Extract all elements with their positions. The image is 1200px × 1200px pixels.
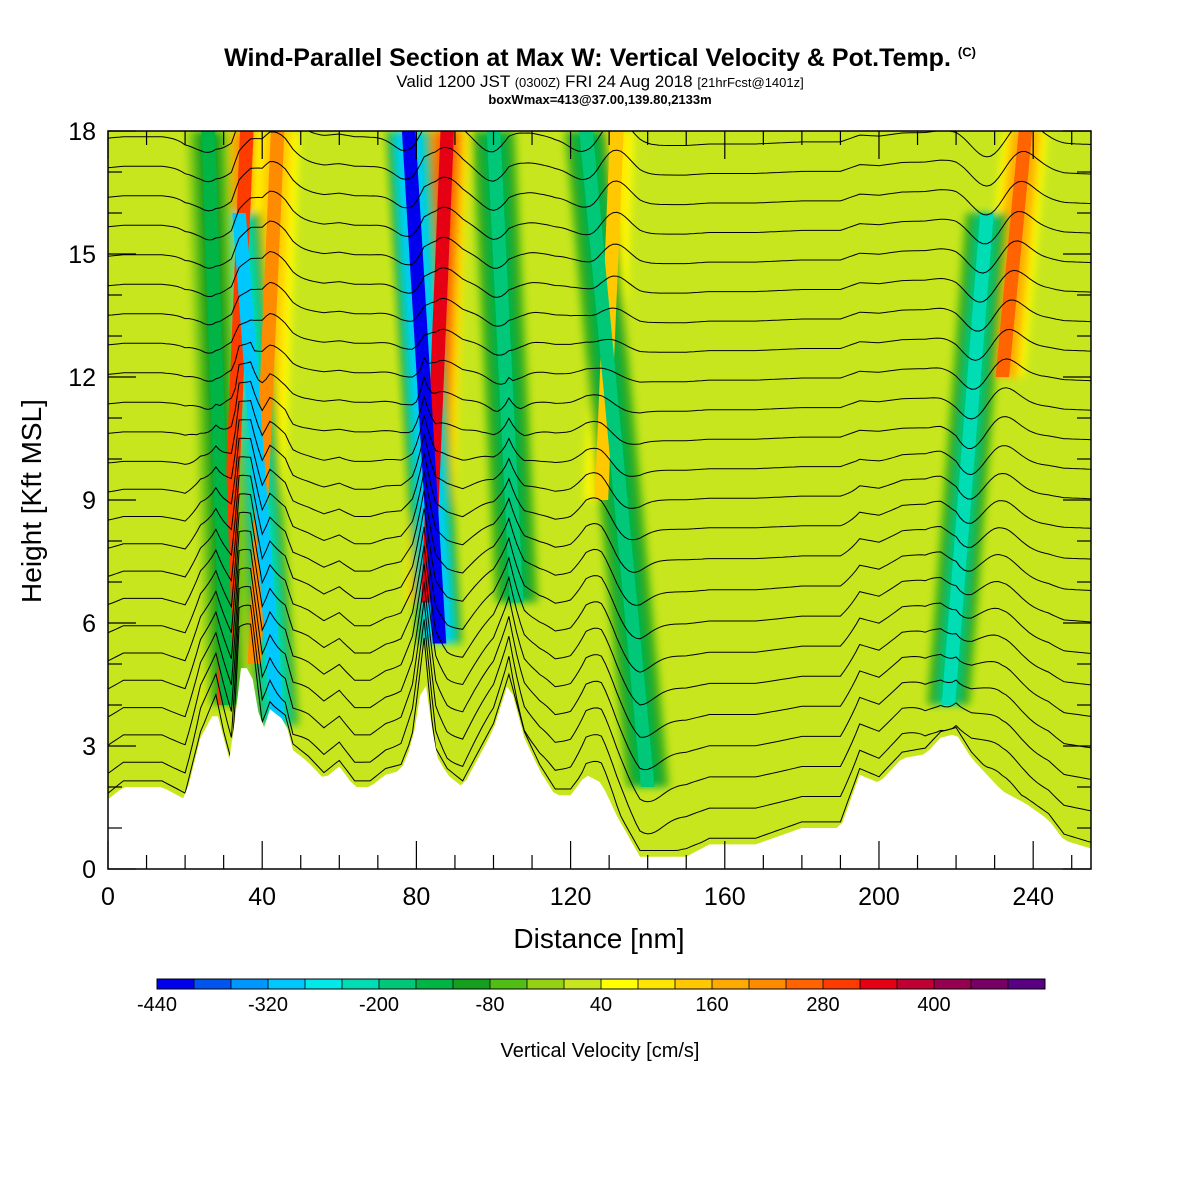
x-tick-label: 240 [1012, 883, 1054, 911]
isentrope-22 [108, 131, 1091, 187]
colorbar-cell [860, 979, 898, 989]
x-axis: 0 40 80 120 160 200 240 [101, 131, 1073, 911]
plot-area [108, 131, 1091, 869]
chart-subtitle: Valid 1200 JST (0300Z) FRI 24 Aug 2018 [… [396, 72, 804, 91]
colorbar-cell [823, 979, 861, 989]
terrain-mask [108, 668, 1091, 869]
colorbar-cell [712, 979, 750, 989]
downdraft-band-2-level-3 [401, 131, 447, 644]
colorbar-cell [971, 979, 1009, 989]
colorbar-cell [416, 979, 454, 989]
x-tick-label: 0 [101, 883, 115, 911]
colorbar-cell [934, 979, 972, 989]
y-axis-title: Height [Kft MSL] [16, 399, 47, 603]
colorbar-label: 160 [695, 994, 728, 1016]
colorbar-cell [675, 979, 713, 989]
velocity-cores [201, 131, 1033, 787]
colorbar-label: -320 [248, 994, 288, 1016]
downdraft-band-3-level-3 [486, 131, 524, 603]
chart-title: Wind-Parallel Section at Max W: Vertical… [224, 44, 976, 72]
colorbar-label: -80 [476, 994, 505, 1016]
colorbar-cell [194, 979, 232, 989]
colorbar-cell [638, 979, 676, 989]
y-tick-label: 9 [82, 487, 96, 515]
x-tick-label: 40 [248, 883, 276, 911]
isentrope-12 [108, 399, 1091, 477]
isentrope-16 [108, 312, 1091, 361]
colorbar-cell [564, 979, 602, 989]
isentrope-11 [108, 419, 1091, 509]
isentrope-23 [108, 131, 1091, 158]
isentrope-2 [108, 585, 1091, 803]
colorbar-label: -440 [137, 994, 177, 1016]
downdraft-band-0-level-3 [232, 213, 285, 726]
downdraft-band-1-level-3 [201, 131, 235, 705]
x-axis-title: Distance [nm] [513, 923, 684, 954]
colorbar-cell [157, 979, 195, 989]
updraft-band-3-level-3 [995, 131, 1033, 377]
y-axis: 0 3 6 9 12 15 18 [68, 118, 1091, 884]
y-tick-label: 3 [82, 733, 96, 761]
isentrope-15 [108, 341, 1091, 390]
downdraft-band-5-level-3 [941, 213, 994, 705]
colorbar-cell [601, 979, 639, 989]
y-tick-label: 12 [68, 364, 96, 392]
isentrope-6 [108, 511, 1091, 673]
colorbar-cell [453, 979, 491, 989]
colorbar-cell [897, 979, 935, 989]
isentrope-20 [108, 190, 1091, 245]
y-tick-label: 6 [82, 610, 96, 638]
x-tick-label: 160 [704, 883, 746, 911]
isentrope-17 [108, 281, 1091, 332]
isentrope-14 [108, 361, 1091, 420]
colorbar-label: 400 [917, 994, 950, 1016]
isentrope-19 [108, 220, 1091, 274]
y-tick-label: 18 [68, 118, 96, 146]
x-tick-label: 80 [402, 883, 430, 911]
colorbar-cell [786, 979, 824, 989]
chart-box-info: boxWmax=413@37.00,139.80,2133m [488, 92, 712, 107]
colorbar-cell [490, 979, 528, 989]
colorbar-cell [379, 979, 417, 989]
isentrope-7 [108, 493, 1091, 640]
isentrope-1 [108, 604, 1091, 835]
isentrope-3 [108, 567, 1091, 771]
colorbar-cell [268, 979, 306, 989]
title-suffix: (C) [957, 44, 976, 60]
colorbar-label: 40 [590, 994, 612, 1016]
colorbar-title: Vertical Velocity [cm/s] [501, 1040, 700, 1062]
colorbar-cell [342, 979, 380, 989]
y-tick-label: 15 [68, 241, 96, 269]
colorbar-cell [749, 979, 787, 989]
isentrope-5 [108, 530, 1091, 706]
colorbar-cell [231, 979, 269, 989]
isentrope-4 [108, 548, 1091, 738]
isentrope-9 [108, 456, 1091, 573]
downdraft-band-4-level-3 [579, 131, 655, 787]
colorbar-label: 280 [806, 994, 839, 1016]
x-tick-label: 200 [858, 883, 900, 911]
y-tick-label: 0 [82, 856, 96, 884]
isentropes [108, 131, 1091, 851]
isentrope-10 [108, 437, 1091, 541]
isentrope-21 [108, 160, 1091, 216]
colorbar-cell [305, 979, 343, 989]
colorbar-cell [527, 979, 565, 989]
colorbar-cell [1008, 979, 1046, 989]
isentrope-18 [108, 250, 1091, 303]
isentrope-8 [108, 474, 1091, 606]
isentrope-13 [108, 380, 1091, 450]
colorbar: -440 -320 -200 -80 40 160 280 400 [137, 978, 1046, 1016]
isentrope-0 [108, 623, 1091, 851]
colorbar-label: -200 [359, 994, 399, 1016]
x-tick-label: 120 [550, 883, 592, 911]
